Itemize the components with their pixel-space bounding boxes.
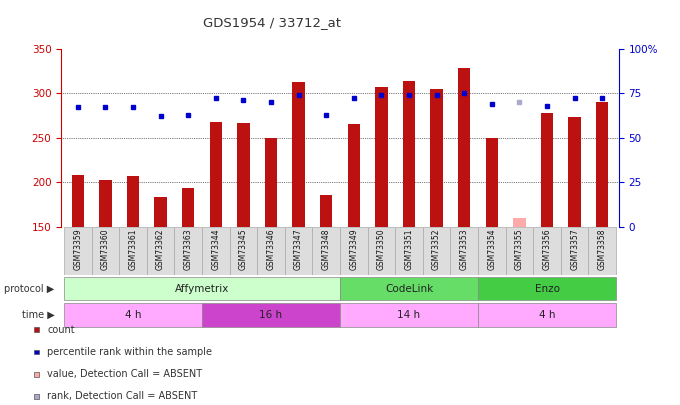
Text: GSM73345: GSM73345 [239,228,248,270]
Bar [340,277,478,301]
Text: Affymetrix: Affymetrix [175,284,229,294]
Bar [265,138,277,227]
Text: protocol ▶: protocol ▶ [4,284,54,294]
Text: GSM73354: GSM73354 [488,228,496,270]
Text: value, Detection Call = ABSENT: value, Detection Call = ABSENT [47,369,202,379]
Bar [182,188,194,227]
Bar [368,227,395,275]
Text: GSM73357: GSM73357 [570,228,579,270]
Text: GSM73359: GSM73359 [73,228,82,270]
Bar [430,89,443,227]
Bar [340,227,368,275]
Text: GSM73351: GSM73351 [405,228,413,270]
Text: time ▶: time ▶ [22,310,54,320]
Bar [533,227,561,275]
Bar [64,227,92,275]
Bar [320,195,333,227]
Bar [257,227,285,275]
Bar [568,117,581,227]
Text: GSM73350: GSM73350 [377,228,386,270]
Bar [513,218,526,227]
Bar [347,124,360,227]
Text: rank, Detection Call = ABSENT: rank, Detection Call = ABSENT [47,392,197,401]
Text: GDS1954 / 33712_at: GDS1954 / 33712_at [203,16,341,29]
Bar [119,227,147,275]
Text: CodeLink: CodeLink [385,284,433,294]
Bar [478,227,506,275]
Bar [209,122,222,227]
Bar [174,227,202,275]
Text: GSM73358: GSM73358 [598,228,607,270]
Text: GSM73348: GSM73348 [322,228,330,270]
Text: GSM73346: GSM73346 [267,228,275,270]
Text: GSM73356: GSM73356 [543,228,551,270]
Bar [92,227,119,275]
Text: GSM73349: GSM73349 [350,228,358,270]
Bar [237,124,250,227]
Text: 4 h: 4 h [539,310,556,320]
Bar [423,227,450,275]
Text: count: count [47,325,75,335]
Bar [541,113,554,227]
Bar [458,68,471,227]
Text: GSM73347: GSM73347 [294,228,303,270]
Text: 14 h: 14 h [397,310,420,320]
Text: Enzo: Enzo [534,284,560,294]
Bar [292,81,305,227]
Bar [375,87,388,227]
Bar [596,102,609,227]
Text: GSM73352: GSM73352 [432,228,441,270]
Text: GSM73353: GSM73353 [460,228,469,270]
Bar [71,175,84,227]
Text: GSM73360: GSM73360 [101,228,110,270]
Bar [126,176,139,227]
Text: 4 h: 4 h [124,310,141,320]
Bar [478,303,616,327]
Text: GSM73344: GSM73344 [211,228,220,270]
Bar [561,227,588,275]
Text: GSM73355: GSM73355 [515,228,524,270]
Bar [450,227,478,275]
Bar [340,303,478,327]
Bar [395,227,423,275]
Bar [230,227,257,275]
Bar [64,303,202,327]
Bar [403,81,415,227]
Bar [154,197,167,227]
Text: 16 h: 16 h [260,310,283,320]
Bar [478,277,616,301]
Bar [285,227,312,275]
Bar [147,227,174,275]
Text: GSM73361: GSM73361 [129,228,137,270]
Bar [486,138,498,227]
Bar [202,303,340,327]
Bar [202,227,230,275]
Bar [99,181,112,227]
Text: GSM73363: GSM73363 [184,228,192,270]
Text: percentile rank within the sample: percentile rank within the sample [47,347,212,357]
Bar [506,227,533,275]
Text: GSM73362: GSM73362 [156,228,165,270]
Bar [312,227,340,275]
Bar [64,277,340,301]
Bar [588,227,616,275]
